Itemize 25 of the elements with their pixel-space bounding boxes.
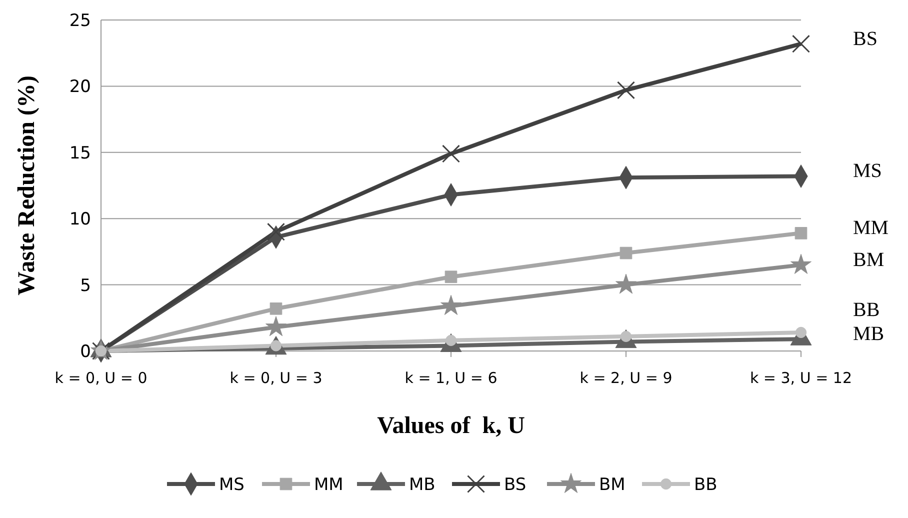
text: MS (853, 160, 882, 182)
y-tick-label: 10 (69, 210, 91, 230)
legend-label: MS (219, 474, 244, 495)
x-tick-label: k = 0, U = 3 (230, 369, 322, 387)
y-tick-label: 25 (69, 10, 91, 31)
legend-label: MB (409, 474, 436, 495)
text: BM (853, 248, 884, 271)
text: MM (853, 217, 889, 240)
x-axis-title: Values of k, U (377, 413, 525, 439)
legend-label: BS (504, 474, 526, 495)
legend-label: BB (694, 474, 718, 495)
y-tick-label: 5 (80, 276, 91, 296)
x-tick-label: k = 1, U = 6 (404, 369, 498, 387)
y-tick-label: 0 (80, 342, 91, 362)
x-tick-label: k = 0, U = 0 (54, 369, 148, 387)
y-tick-label: 20 (69, 77, 91, 98)
legend-label: MM (314, 474, 344, 495)
x-tick-label: k = 3, U = 12 (750, 369, 852, 387)
y-tick-label: 15 (69, 143, 91, 164)
text: MB (853, 323, 884, 346)
x-tick-label: k = 2, U = 9 (580, 369, 672, 387)
text: BS (853, 28, 878, 50)
text: BB (853, 299, 880, 322)
legend-label: BM (599, 474, 626, 495)
y-axis-title: Waste Reduction (%) (14, 76, 40, 296)
